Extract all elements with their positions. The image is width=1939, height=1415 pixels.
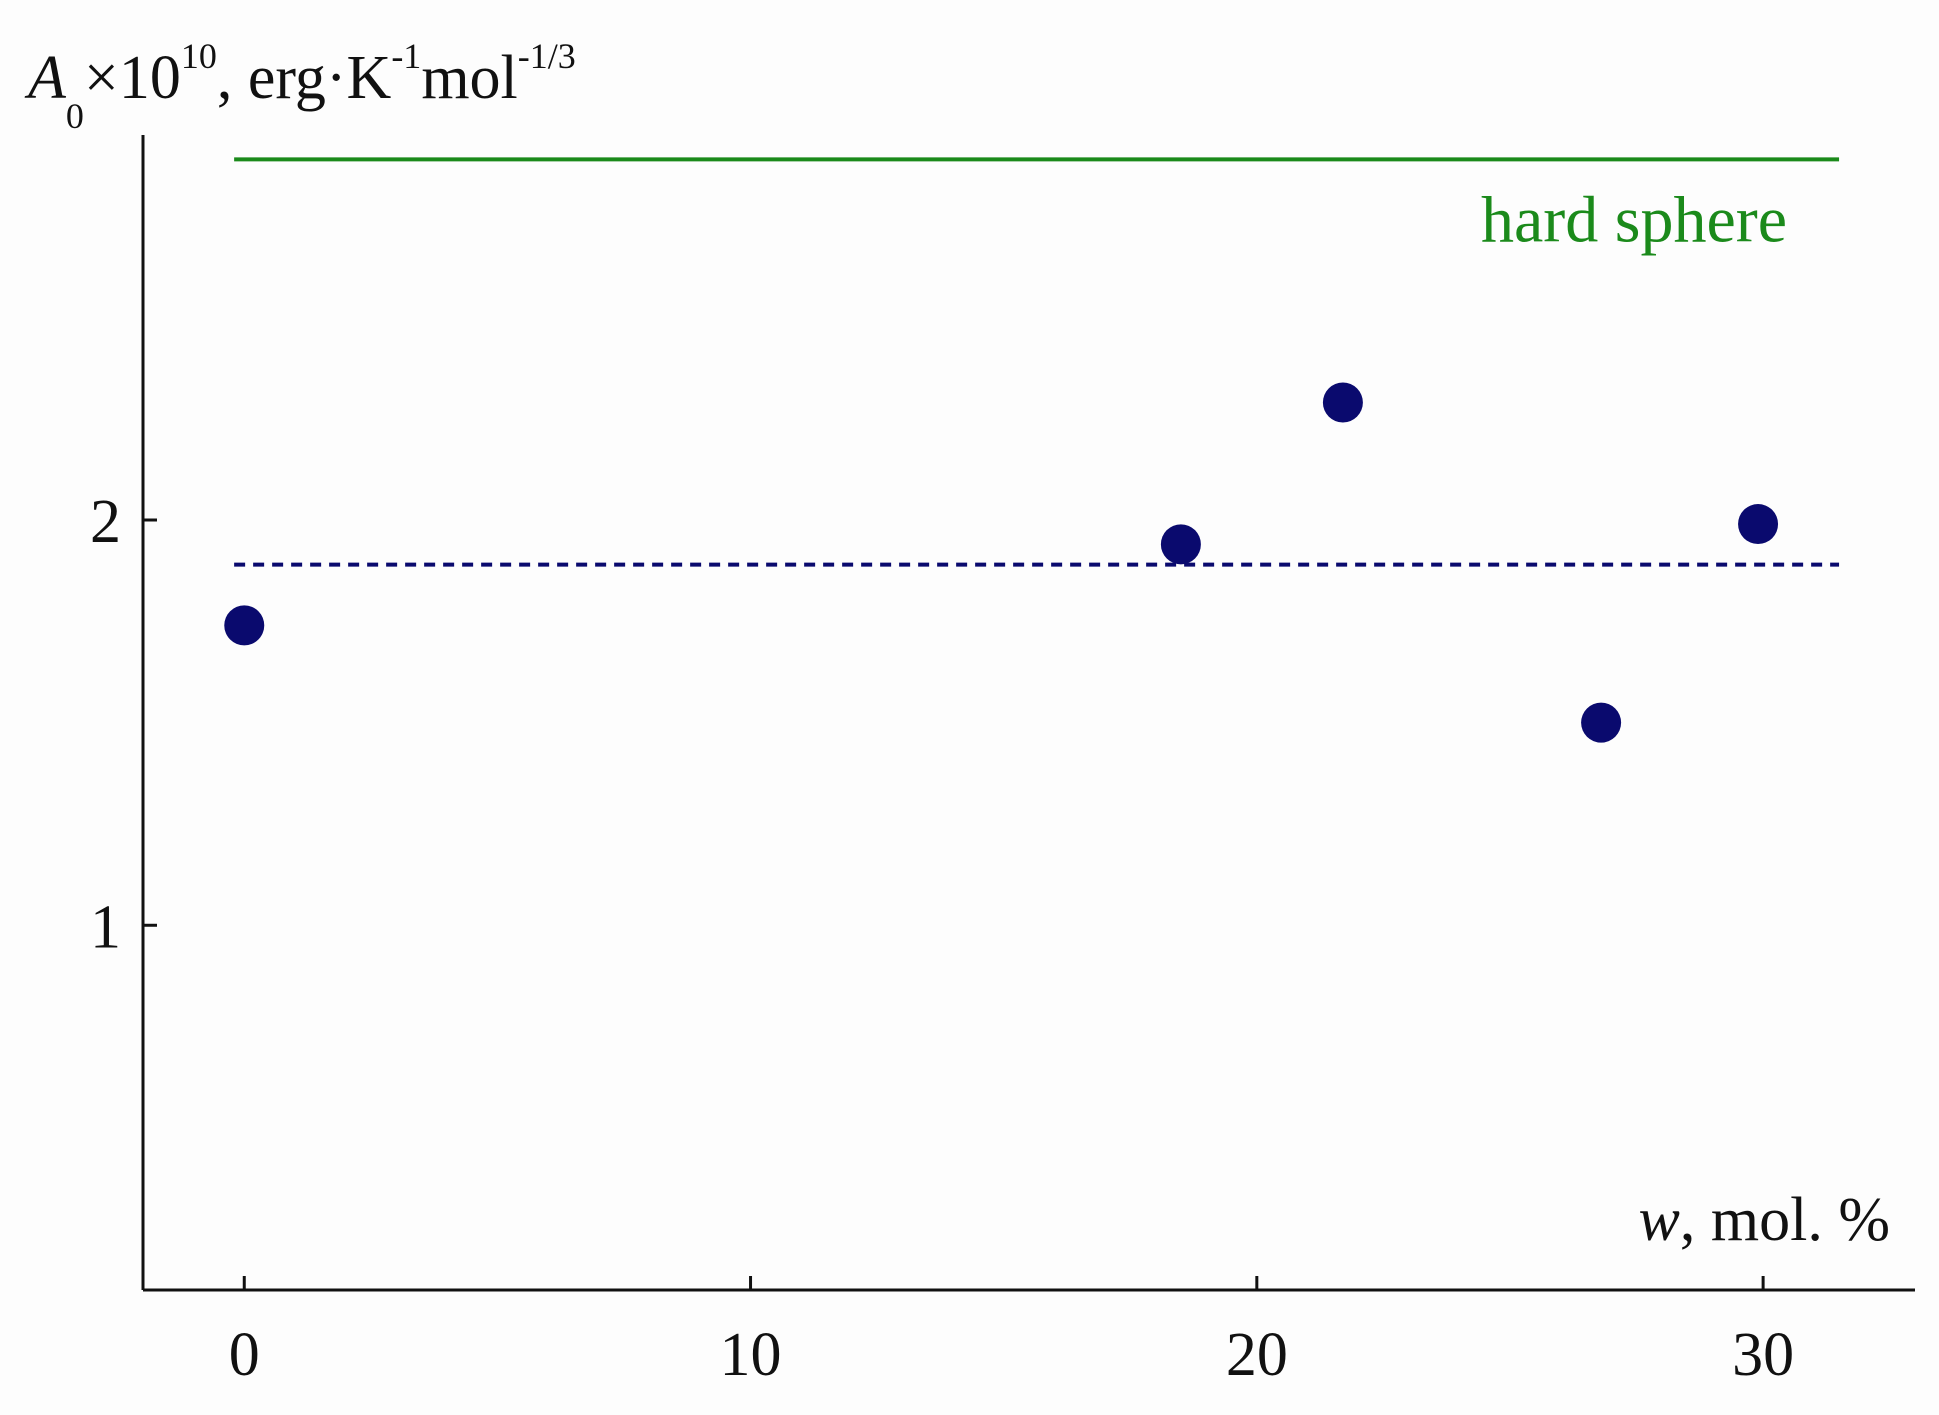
data-point <box>1581 702 1622 743</box>
x-tick-label: 0 <box>229 1321 260 1389</box>
axes <box>141 135 1915 1292</box>
data-point <box>224 605 265 646</box>
data-points <box>224 382 1779 743</box>
y-tick-label: 1 <box>90 893 121 961</box>
hard-sphere-label: hard sphere <box>1481 183 1787 256</box>
reference-lines: hard sphere <box>234 157 1840 567</box>
y-tick-label: 2 <box>90 488 121 556</box>
data-point <box>1160 524 1201 565</box>
x-tick-label: 20 <box>1226 1321 1288 1389</box>
x-tick-label: 10 <box>720 1321 782 1389</box>
data-point <box>1738 504 1779 545</box>
data-point <box>1322 382 1363 423</box>
y-axis-title: A0×1010, erg·K-1mol-1/3 <box>24 36 576 136</box>
x-tick-label: 30 <box>1732 1321 1794 1389</box>
ticks: 0 10 20 30 1 2 <box>90 488 1794 1389</box>
x-axis-title: w, mol. % <box>1639 1186 1890 1254</box>
